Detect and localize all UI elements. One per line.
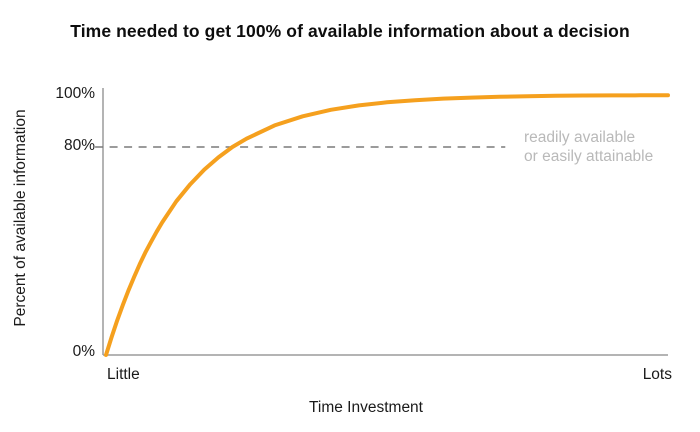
x-tick-label-lots: Lots (642, 366, 672, 383)
threshold-annotation-line2: or easily attainable (524, 148, 654, 165)
information-curve (104, 93, 670, 357)
y-tick-label-100: 100% (55, 85, 95, 102)
chart-title: Time needed to get 100% of available inf… (70, 21, 630, 41)
x-axis-label: Time Investment (309, 399, 423, 416)
y-tick-label-80: 80% (63, 137, 95, 154)
x-tick-label-little: Little (107, 366, 140, 383)
y-tick-label-0: 0% (72, 343, 95, 360)
threshold-annotation: readily available or easily attainable (524, 128, 653, 166)
threshold-annotation-line1: readily available (524, 129, 636, 146)
